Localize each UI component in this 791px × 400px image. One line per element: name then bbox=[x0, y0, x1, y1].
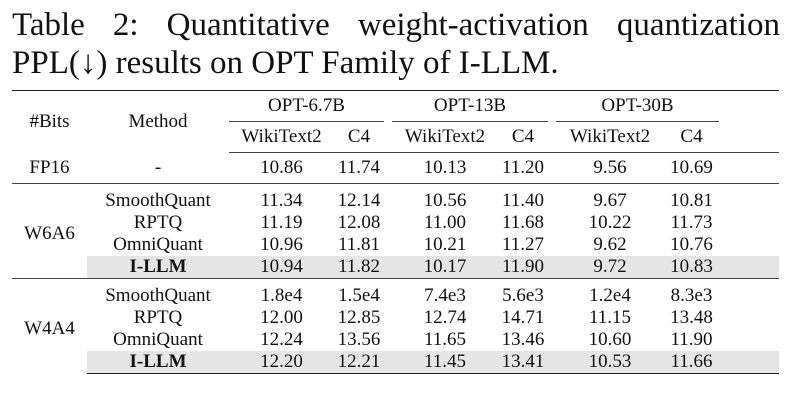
value-cell: 10.94 bbox=[229, 256, 334, 279]
value-cell: 11.82 bbox=[334, 256, 384, 279]
value-cell: 12.20 bbox=[229, 351, 334, 374]
value-cell: 10.86 bbox=[260, 157, 303, 178]
header-method: Method bbox=[87, 90, 229, 153]
caption-word: quantization bbox=[616, 7, 780, 43]
caption-word: 2: bbox=[112, 7, 139, 43]
bits-cell: FP16 bbox=[29, 156, 70, 178]
results-table: #Bits Method OPT-6.7B OPT-13B OPT-30B Wi… bbox=[12, 90, 779, 374]
value-cell: 11.81 bbox=[337, 234, 381, 255]
value-cell: 9.62 bbox=[593, 234, 627, 255]
header-bits: #Bits bbox=[12, 90, 87, 153]
value-cell: 12.21 bbox=[334, 351, 384, 374]
caption-line-1: Table 2: Quantitative weight-activation … bbox=[12, 6, 780, 44]
value-cell: 9.72 bbox=[556, 256, 664, 279]
table-row: RPTQ 12.00 12.85 12.74 14.71 11.15 13.48 bbox=[12, 307, 779, 329]
value-cell: 10.21 bbox=[423, 234, 467, 255]
value-cell: 11.20 bbox=[501, 157, 545, 178]
bits-cell-w4a4: W4A4 bbox=[24, 318, 75, 340]
value-cell: 10.69 bbox=[670, 157, 713, 178]
method-cell: OmniQuant bbox=[113, 329, 203, 350]
value-cell: 12.00 bbox=[260, 307, 303, 328]
method-cell: I-LLM bbox=[87, 351, 229, 374]
value-cell: 12.85 bbox=[337, 307, 381, 328]
value-cell: 11.19 bbox=[260, 212, 303, 233]
table-row-highlighted: I-LLM 10.94 11.82 10.17 11.90 9.72 10.83 bbox=[12, 256, 779, 279]
value-cell: 8.3e3 bbox=[670, 285, 713, 306]
value-cell: 13.56 bbox=[337, 329, 381, 350]
header-dataset: C4 bbox=[664, 121, 719, 153]
caption-line-2: PPL(↓) results on OPT Family of I-LLM. bbox=[12, 45, 559, 81]
table-row: W6A6 SmoothQuant 11.34 12.14 10.56 11.40… bbox=[12, 190, 779, 244]
header-dataset: C4 bbox=[334, 121, 384, 153]
header-model-opt-13b: OPT-13B bbox=[392, 90, 548, 122]
value-cell: 11.90 bbox=[498, 256, 548, 279]
value-cell: 10.83 bbox=[664, 256, 719, 279]
value-cell: 10.17 bbox=[392, 256, 498, 279]
value-cell: 11.68 bbox=[501, 212, 545, 233]
method-cell: SmoothQuant bbox=[105, 285, 211, 306]
value-cell: 12.74 bbox=[423, 307, 467, 328]
table-row: W4A4 SmoothQuant 1.8e4 1.5e4 7.4e3 5.6e3… bbox=[12, 285, 779, 339]
value-cell: 11.45 bbox=[392, 351, 498, 374]
value-cell: 13.46 bbox=[501, 329, 545, 350]
value-cell: 10.13 bbox=[423, 157, 467, 178]
table-caption: Table 2: Quantitative weight-activation … bbox=[12, 6, 780, 82]
method-cell: SmoothQuant bbox=[105, 190, 211, 211]
header-dataset: C4 bbox=[498, 121, 548, 153]
header-row-models: #Bits Method OPT-6.7B OPT-13B OPT-30B bbox=[12, 90, 779, 153]
value-cell: 9.56 bbox=[593, 157, 627, 178]
value-cell: 13.41 bbox=[498, 351, 548, 374]
header-dataset: WikiText2 bbox=[556, 121, 664, 153]
value-cell: 10.53 bbox=[556, 351, 664, 374]
header-dataset: WikiText2 bbox=[229, 121, 334, 153]
table-row: OmniQuant 12.24 13.56 11.65 13.46 10.60 … bbox=[12, 329, 779, 351]
value-cell: 14.71 bbox=[501, 307, 545, 328]
value-cell: 11.74 bbox=[337, 157, 381, 178]
header-model-opt-30b: OPT-30B bbox=[556, 90, 719, 122]
header-model-opt-6.7b: OPT-6.7B bbox=[229, 90, 384, 122]
value-cell: 11.15 bbox=[588, 307, 632, 328]
value-cell: 12.24 bbox=[260, 329, 303, 350]
value-cell: 10.81 bbox=[670, 190, 713, 211]
value-cell: 7.4e3 bbox=[424, 285, 466, 306]
value-cell: 10.60 bbox=[588, 329, 632, 350]
bits-cell-w6a6: W6A6 bbox=[24, 223, 75, 244]
header-row-datasets: WikiText2 C4 WikiText2 C4 WikiText2 C4 bbox=[12, 121, 779, 153]
method-cell: I-LLM bbox=[87, 256, 229, 279]
header-dataset: WikiText2 bbox=[392, 121, 498, 153]
table-row: OmniQuant 10.96 11.81 10.21 11.27 9.62 1… bbox=[12, 234, 779, 256]
value-cell: 11.65 bbox=[423, 329, 467, 350]
method-cell: RPTQ bbox=[133, 307, 183, 328]
value-cell: 11.73 bbox=[670, 212, 713, 233]
value-cell: 1.8e4 bbox=[260, 285, 303, 306]
value-cell: 10.76 bbox=[670, 234, 713, 255]
table-row: RPTQ 11.19 12.08 11.00 11.68 10.22 11.73 bbox=[12, 212, 779, 234]
value-cell: 11.34 bbox=[260, 190, 303, 211]
value-cell: 11.27 bbox=[501, 234, 545, 255]
value-cell: 5.6e3 bbox=[502, 285, 544, 306]
results-table-container: #Bits Method OPT-6.7B OPT-13B OPT-30B Wi… bbox=[12, 90, 779, 374]
method-cell: RPTQ bbox=[133, 212, 183, 233]
value-cell: 11.66 bbox=[664, 351, 719, 374]
value-cell: 10.22 bbox=[588, 212, 632, 233]
caption-word: weight-activation bbox=[357, 7, 589, 43]
value-cell: 11.90 bbox=[670, 329, 713, 350]
value-cell: 13.48 bbox=[670, 307, 713, 328]
value-cell: 1.5e4 bbox=[338, 285, 380, 306]
caption-word: Table bbox=[12, 7, 85, 43]
value-cell: 11.00 bbox=[423, 212, 467, 233]
table-row-fp16: FP16 - 10.86 11.74 10.13 11.20 9.56 10.6… bbox=[12, 153, 779, 184]
value-cell: 1.2e4 bbox=[589, 285, 631, 306]
method-cell: OmniQuant bbox=[113, 234, 203, 255]
value-cell: 10.56 bbox=[423, 190, 467, 211]
value-cell: 10.96 bbox=[260, 234, 303, 255]
value-cell: 11.40 bbox=[501, 190, 545, 211]
caption-word: Quantitative bbox=[166, 7, 330, 43]
value-cell: 9.67 bbox=[593, 190, 627, 211]
value-cell: 12.14 bbox=[337, 190, 381, 211]
table-row-highlighted: I-LLM 12.20 12.21 11.45 13.41 10.53 11.6… bbox=[12, 351, 779, 374]
value-cell: 12.08 bbox=[337, 212, 381, 233]
method-cell: - bbox=[154, 156, 162, 178]
